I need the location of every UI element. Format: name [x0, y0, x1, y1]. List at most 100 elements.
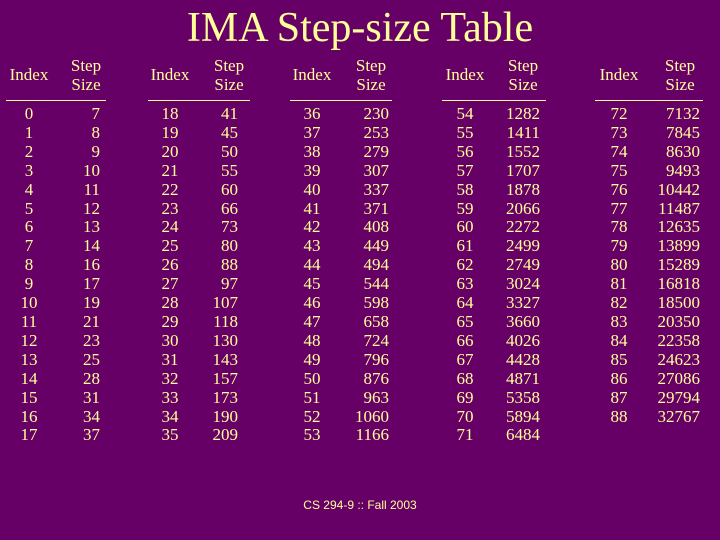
index-cell: 67: [456, 349, 474, 369]
index-cell: 26: [161, 255, 179, 275]
step-size-cell: 50: [221, 141, 238, 161]
step-size-header: Step Size: [350, 56, 392, 94]
index-cell: 4: [24, 179, 34, 199]
index-cell: 12: [20, 330, 38, 350]
step-size-cell: 16818: [657, 274, 701, 294]
step-size-cell: 598: [363, 293, 390, 313]
header-divider: [6, 100, 106, 101]
step-size-cell: 7: [91, 104, 101, 123]
step-size-cell: 8: [91, 122, 101, 142]
page-title: IMA Step-size Table: [186, 5, 534, 51]
header-divider: [290, 100, 392, 101]
index-cell: 27: [161, 274, 179, 294]
index-cell: 79: [610, 236, 628, 256]
step-size-cell: 118: [213, 311, 238, 331]
step-size-cell: 107: [212, 293, 239, 313]
step-size-cell: 18500: [657, 293, 701, 313]
step-size-cell: 6484: [506, 425, 540, 445]
step-size-cell: 190: [212, 406, 239, 426]
index-cell: 45: [303, 274, 321, 294]
step-size-cell: 143: [212, 349, 239, 369]
step-size-cell: 12635: [657, 217, 701, 237]
index-cell: 5: [24, 198, 34, 218]
step-size-cell: 34: [83, 406, 100, 426]
index-column: 18 19 20 21 22 23 24 25 26 27 28 29 30 31 32 33 34 35: [145, 104, 195, 445]
step-size-cell: 97: [221, 274, 238, 294]
index-cell: 62: [456, 255, 474, 275]
step-size-cell: 1282: [506, 104, 540, 123]
step-size-cell: 876: [363, 368, 390, 388]
index-cell: 78: [610, 217, 628, 237]
index-cell: 59: [456, 198, 474, 218]
index-cell: 60: [456, 217, 474, 237]
step-size-cell: 11487: [658, 198, 700, 218]
step-size-cell: 32767: [657, 406, 701, 426]
index-cell: 56: [456, 141, 474, 161]
index-header: Index: [292, 65, 332, 84]
step-size-cell: 2499: [506, 236, 540, 256]
step-size-header: Step Size: [208, 56, 250, 94]
step-size-cell: 209: [212, 425, 239, 445]
index-cell: 55: [456, 122, 474, 142]
step-size-header: Step Size: [65, 56, 107, 94]
index-header: Index: [445, 65, 485, 84]
index-cell: 35: [161, 425, 179, 445]
index-cell: 77: [610, 198, 628, 218]
step-size-cell: 3024: [506, 274, 540, 294]
index-cell: 70: [456, 406, 474, 426]
step-size-cell: 796: [363, 349, 390, 369]
index-cell: 3: [24, 160, 34, 180]
step-size-column: 230 253 279 307 337 371 408 449 494 544 598 658 724 7…: [329, 104, 390, 445]
index-cell: 9: [24, 274, 34, 294]
index-cell: 53: [303, 425, 321, 445]
step-size-cell: 31: [83, 387, 100, 407]
step-size-header: Step Size: [657, 56, 703, 94]
step-size-cell: 5358: [506, 387, 540, 407]
step-header-line: Step: [507, 56, 539, 75]
step-size-cell: 9493: [666, 160, 700, 180]
step-size-cell: 494: [363, 255, 390, 275]
step-size-cell: 12: [83, 198, 100, 218]
step-size-cell: 408: [363, 217, 390, 237]
size-header-line: Size: [508, 75, 538, 94]
index-column: 36 37 38 39 40 41 42 43 44 45 46 47 48 49 50 51 52 53: [286, 104, 338, 445]
index-cell: 14: [20, 368, 38, 388]
step-size-cell: 80: [221, 236, 238, 256]
step-size-cell: 10: [83, 160, 100, 180]
index-cell: 43: [303, 236, 321, 256]
index-cell: 17: [20, 425, 38, 445]
step-size-cell: 22358: [657, 330, 701, 350]
step-size-cell: 173: [212, 387, 239, 407]
index-cell: 86: [610, 368, 628, 388]
step-size-cell: 307: [363, 160, 390, 180]
step-size-cell: 27086: [657, 368, 701, 388]
step-size-cell: 4428: [506, 349, 540, 369]
index-cell: 81: [610, 274, 628, 294]
index-header: Index: [150, 65, 190, 84]
index-cell: 28: [161, 293, 179, 313]
step-size-column: 1282 1411 1552 1707 1878 2066 2272 2499 2749 3024…: [480, 104, 540, 445]
index-cell: 61: [456, 236, 474, 256]
step-size-column: 41 45 50 55 60 66 73 80 88 97 107 118 130 143 157 173 19…: [178, 104, 239, 445]
index-cell: 65: [456, 311, 474, 331]
step-size-cell: 41: [221, 104, 238, 123]
index-cell: 13: [20, 349, 38, 369]
index-cell: 30: [161, 330, 179, 350]
step-size-cell: 8630: [666, 141, 700, 161]
step-size-cell: 9: [91, 141, 101, 161]
step-size-cell: 724: [363, 330, 390, 350]
step-size-cell: 658: [363, 311, 390, 331]
index-cell: 34: [161, 406, 179, 426]
step-size-header: Step Size: [500, 56, 546, 94]
index-cell: 49: [303, 349, 321, 369]
step-size-cell: 130: [212, 330, 239, 350]
step-header-line: Step: [355, 56, 387, 75]
index-cell: 18: [161, 104, 179, 123]
step-size-cell: 16: [83, 255, 100, 275]
index-cell: 31: [161, 349, 179, 369]
step-size-cell: 11: [83, 179, 100, 199]
step-size-cell: 21: [83, 311, 100, 331]
step-size-cell: 7132: [666, 104, 700, 123]
index-cell: 54: [456, 104, 474, 123]
step-size-cell: 14: [83, 236, 100, 256]
